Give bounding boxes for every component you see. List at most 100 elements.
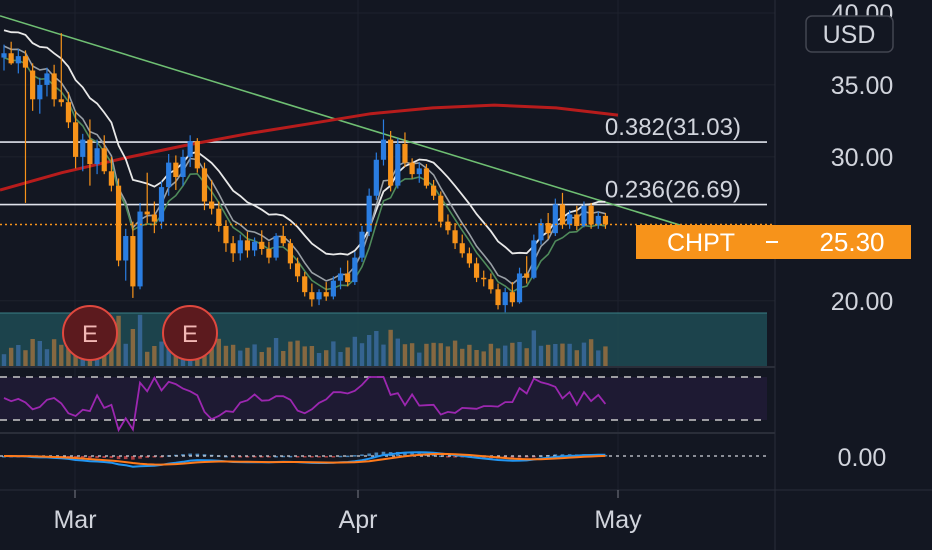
candlesticks [1, 33, 609, 313]
volume-bar [460, 348, 465, 366]
rsi-band [0, 377, 767, 420]
candle [538, 218, 544, 245]
volume-bar [524, 348, 529, 366]
macd-hist-bar [532, 456, 536, 458]
volume-bar [266, 347, 272, 366]
candle [574, 205, 580, 231]
volume-bar [288, 341, 293, 366]
volume-bar [352, 336, 358, 366]
candle [388, 130, 394, 192]
candle [552, 198, 558, 237]
last-price-text: 25.30 [819, 227, 884, 257]
macd-hist-bar [438, 455, 443, 458]
candle [309, 283, 315, 307]
candle [101, 135, 107, 175]
candle [166, 153, 172, 196]
macd-hist-bar [259, 456, 264, 458]
candle [602, 213, 609, 229]
volume-bar [8, 347, 14, 366]
macd-hist-bar [345, 455, 350, 458]
candle [431, 179, 437, 201]
candle [87, 119, 93, 186]
volume-bar [553, 344, 558, 366]
volume-bar [596, 350, 601, 366]
volume-bar [37, 341, 42, 366]
macd-hist-bar [95, 456, 99, 458]
candle [323, 282, 329, 301]
earnings-marker[interactable]: E [62, 305, 118, 361]
candle [130, 221, 136, 298]
earnings-marker[interactable]: E [162, 305, 218, 361]
candle [359, 225, 365, 262]
ma-white-line [3, 29, 606, 256]
ticker-text: CHPT [667, 229, 735, 257]
macd-hist-bar [88, 456, 92, 459]
volume-bar [338, 352, 343, 366]
candle [30, 63, 36, 111]
candle [294, 257, 301, 283]
macd-hist-bar [446, 456, 450, 458]
macd-hist-bar [109, 456, 114, 459]
volume-bar [137, 314, 143, 366]
currency-button[interactable]: USD [805, 15, 894, 53]
x-tick-label: Mar [53, 506, 96, 534]
candle [438, 191, 444, 228]
earnings-label: E [182, 321, 198, 348]
x-tick-label: Apr [339, 506, 378, 534]
volume-bar [359, 343, 365, 366]
macd-hist-bar [403, 452, 407, 456]
candle [44, 67, 50, 97]
volume-bar [474, 350, 479, 366]
macd-hist-bar [302, 456, 307, 458]
macd-hist-bar [195, 453, 200, 456]
macd-hist-bar [267, 456, 271, 458]
volume-bar [259, 352, 264, 366]
macd-hist-bar [553, 454, 558, 456]
candle [58, 33, 64, 107]
volume-bar [209, 347, 214, 366]
macd-hist-bar [145, 456, 149, 458]
volume-bar [402, 344, 408, 366]
candle [230, 236, 236, 262]
currency-label: USD [823, 21, 876, 49]
volume-bar [574, 350, 579, 366]
volume-bar [1, 354, 7, 366]
candle [595, 211, 601, 229]
y-tick-label: 20.00 [831, 288, 894, 316]
candle [581, 201, 587, 228]
candle [509, 282, 515, 307]
macd-hist-bar [231, 456, 235, 458]
macd-hist-bar [281, 455, 286, 458]
time-axis[interactable]: Mar Apr May [53, 490, 642, 534]
volume-bar [531, 330, 537, 366]
macd-hist-bar [381, 451, 386, 456]
volume-bar [281, 351, 286, 366]
volume-bar [130, 329, 136, 366]
candle [395, 138, 401, 189]
candle [352, 251, 358, 285]
volume-bar [345, 347, 350, 366]
volume-bar [273, 338, 279, 366]
candle [502, 287, 508, 313]
volume-bar [51, 339, 57, 366]
volume-bar [324, 350, 329, 366]
volume-bar [488, 343, 494, 366]
volume-bar [316, 353, 322, 366]
volume-bar [145, 351, 150, 366]
fib-level-label: 0.236(26.69) [605, 177, 741, 204]
macd-hist-bar [116, 456, 121, 460]
volume-bar [223, 345, 229, 366]
volume-bar [581, 342, 587, 366]
candle [173, 155, 179, 190]
macd-hist-bar [295, 456, 300, 458]
volume-bar [23, 350, 28, 366]
volume-bar [109, 345, 114, 366]
candle [201, 162, 208, 211]
candle [409, 158, 415, 179]
volume-bar [252, 344, 257, 366]
candle [223, 220, 229, 252]
volume-bar [16, 345, 21, 366]
candle [158, 181, 165, 229]
